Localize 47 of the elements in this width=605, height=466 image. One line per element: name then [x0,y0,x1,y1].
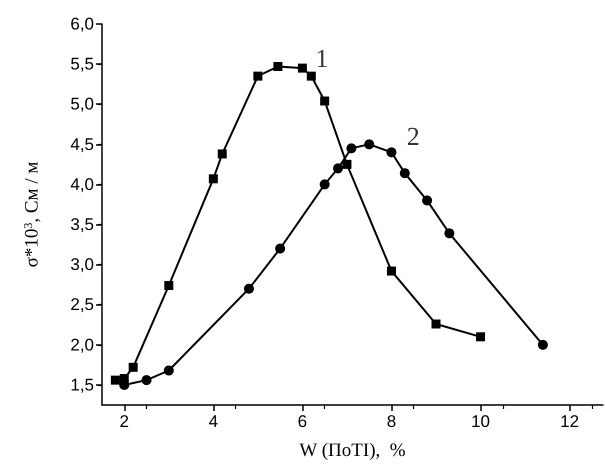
y-tick-label: 2,5 [70,295,94,314]
x-tick-label: 8 [386,412,396,431]
y-axis-title: σ*103, См / м [21,162,42,268]
point [320,179,330,190]
point [386,147,396,158]
point [346,143,356,154]
point [164,366,174,376]
point [342,160,352,169]
point [110,376,120,385]
point [364,139,374,150]
point [444,228,454,238]
y-tick-label: 3,0 [70,255,94,274]
x-tick-label: 12 [560,412,580,431]
x-tick-label: 10 [471,412,490,431]
point [253,72,262,81]
point [432,319,440,328]
y-tick-label: 1,5 [70,375,94,394]
x-tick-label: 4 [208,412,218,431]
y-tick-label: 5,5 [70,54,94,74]
point [244,284,254,294]
point [128,362,138,372]
annotation: 2 [406,122,420,151]
point [422,195,432,206]
point [333,163,344,174]
point [218,149,227,158]
y-tick-label: 6,0 [70,14,94,34]
point [208,174,218,184]
point [275,244,286,254]
point [298,64,307,73]
point [386,266,396,276]
point [320,96,330,106]
y-tick-label: 2,0 [70,335,94,354]
point [476,332,486,342]
point [306,72,316,81]
point [164,280,174,290]
y-tick-label: 3,5 [70,215,94,234]
x-tick-label: 2 [120,412,129,431]
point [400,168,410,178]
point [538,340,548,350]
point [273,62,282,72]
x-axis-title: W (ПоТI), % [299,440,406,461]
y-tick-label: 4,0 [70,174,94,194]
x-tick-label: 6 [298,412,308,431]
annotation: 1 [315,44,328,74]
point [142,375,152,386]
y-tick-label: 4,5 [70,134,94,154]
y-tick-label: 5,0 [70,94,94,114]
